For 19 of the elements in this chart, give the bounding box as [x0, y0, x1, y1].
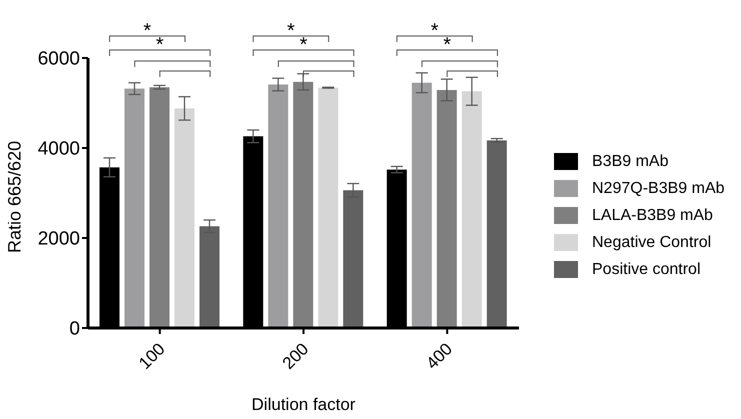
legend-label: N297Q-B3B9 mAb	[592, 180, 725, 198]
legend-label: Positive control	[592, 260, 700, 278]
y-tick-label: 2000	[38, 228, 80, 250]
text: *	[300, 34, 308, 56]
x-tick-label: 100	[135, 339, 169, 373]
text: *	[287, 20, 296, 42]
y-tick-label: 0	[69, 318, 80, 340]
x-tick-label: 400	[422, 339, 456, 373]
legend-label: B3B9 mAb	[592, 152, 668, 170]
y-tick-label: 4000	[38, 138, 80, 160]
text: *	[156, 34, 164, 56]
x-tick-label: 200	[278, 339, 312, 373]
y-tick-label: 6000	[38, 48, 80, 70]
text: *	[430, 20, 439, 42]
text: *	[443, 34, 452, 56]
legend-label: Negative Control	[592, 234, 712, 252]
text: *	[143, 20, 152, 42]
x-axis-title: Dilution factor	[252, 395, 356, 414]
legend-label: LALA-B3B9 mAb	[592, 206, 713, 224]
